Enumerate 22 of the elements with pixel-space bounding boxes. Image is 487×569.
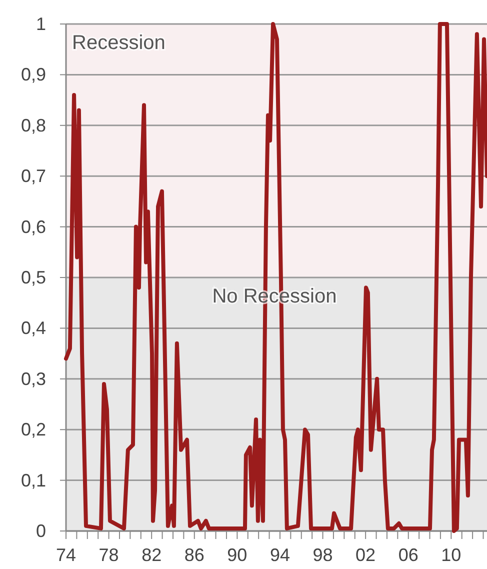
y-tick-label: 0 bbox=[36, 521, 46, 541]
x-tick-label: 98 bbox=[312, 545, 333, 565]
x-tick-label: 10 bbox=[441, 545, 462, 565]
y-tick-label: 0,3 bbox=[20, 368, 46, 389]
x-tick-label: 82 bbox=[142, 545, 162, 565]
x-tick-label: 06 bbox=[398, 545, 418, 565]
y-tick-label: 0,2 bbox=[20, 420, 46, 440]
y-tick-label: 0,6 bbox=[20, 216, 46, 237]
x-tick-label: 90 bbox=[227, 545, 248, 565]
x-tick-label: 02 bbox=[356, 545, 376, 565]
y-tick-label: 1 bbox=[36, 14, 46, 34]
y-tick-label: 0,5 bbox=[20, 268, 46, 288]
x-tick-label: 74 bbox=[56, 545, 76, 565]
y-tick-label: 0,4 bbox=[20, 318, 46, 338]
x-tick-label: 86 bbox=[184, 545, 204, 565]
x-tick-label: 94 bbox=[270, 545, 290, 565]
band-label: Recession bbox=[72, 32, 166, 54]
y-tick-label: 0,8 bbox=[20, 115, 46, 136]
y-tick-label: 0,9 bbox=[20, 64, 46, 85]
y-tick-label: 0,7 bbox=[20, 166, 46, 186]
y-tick-label: 0,1 bbox=[20, 470, 46, 490]
x-tick-label: 78 bbox=[98, 545, 119, 565]
